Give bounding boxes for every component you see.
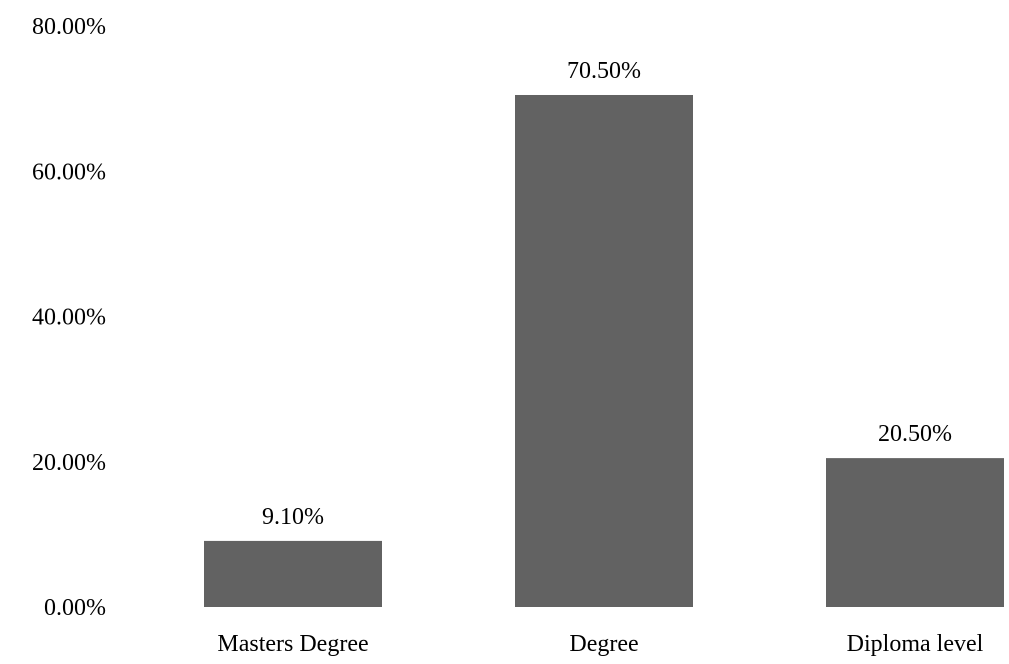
y-axis: 0.00% 20.00% 40.00% 60.00% 80.00% (32, 14, 106, 621)
bar-value-label: 70.50% (567, 58, 641, 84)
data-labels: 9.10% 70.50% 20.50% (262, 58, 952, 530)
x-category-label: Degree (569, 631, 638, 657)
bar-value-label: 9.10% (262, 504, 324, 530)
bars (204, 94, 1004, 607)
bar (515, 94, 693, 607)
bar (826, 458, 1004, 607)
bar (204, 540, 382, 607)
x-axis: Masters Degree Degree Diploma level (217, 631, 983, 657)
x-category-label: Diploma level (847, 631, 984, 657)
x-category-label: Masters Degree (217, 631, 368, 657)
y-tick-label: 60.00% (32, 159, 106, 185)
y-tick-label: 40.00% (32, 305, 106, 331)
y-tick-label: 0.00% (44, 595, 106, 621)
y-tick-label: 80.00% (32, 14, 106, 40)
y-tick-label: 20.00% (32, 450, 106, 476)
bar-value-label: 20.50% (878, 421, 952, 447)
